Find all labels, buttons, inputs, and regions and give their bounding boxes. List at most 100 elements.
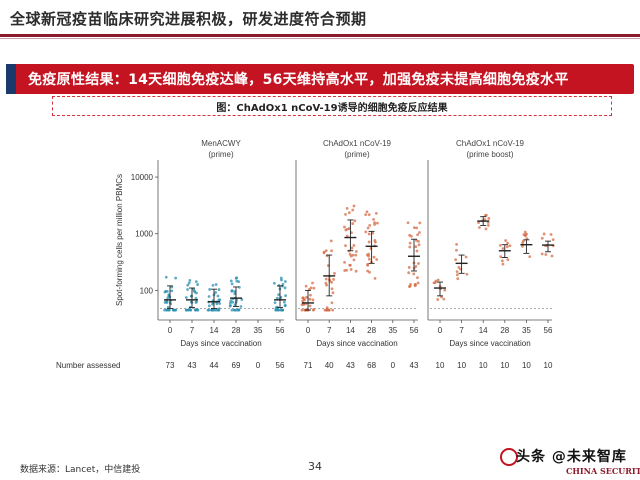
data-point	[374, 211, 378, 215]
x-tick-label: 28	[500, 326, 509, 335]
data-point	[366, 269, 370, 273]
data-point	[367, 240, 371, 244]
data-point	[324, 277, 328, 281]
figure-caption: 图：ChAdOx1 nCoV-19诱导的细胞免疫反应结果	[216, 103, 448, 114]
number-assessed-value: 10	[457, 361, 466, 370]
data-point	[308, 297, 312, 301]
data-point	[165, 289, 169, 293]
data-point	[528, 255, 532, 259]
data-point	[300, 308, 304, 312]
data-point	[272, 281, 276, 285]
data-point	[351, 208, 355, 212]
x-tick-label: 35	[388, 326, 397, 335]
data-point	[274, 308, 278, 312]
title-divider	[0, 34, 640, 37]
data-point	[368, 223, 372, 227]
data-point	[344, 244, 347, 248]
data-point	[434, 279, 438, 283]
data-point	[348, 263, 352, 267]
data-point	[279, 276, 283, 280]
data-point	[239, 305, 243, 308]
data-point	[331, 308, 335, 312]
data-point	[218, 298, 222, 302]
data-point	[283, 286, 287, 290]
data-point	[229, 279, 233, 283]
data-point	[459, 267, 462, 271]
number-assessed-value: 10	[479, 361, 488, 370]
x-tick-label: 14	[210, 326, 219, 335]
data-point	[542, 232, 546, 236]
data-point	[417, 243, 421, 247]
data-point	[373, 277, 377, 280]
data-point	[282, 300, 286, 304]
data-point	[228, 303, 232, 307]
data-point	[372, 217, 375, 221]
x-tick-label: 56	[276, 326, 285, 335]
data-point	[281, 308, 284, 312]
data-point	[365, 210, 369, 214]
number-assessed-value: 10	[436, 361, 445, 370]
data-point	[330, 280, 334, 284]
x-tick-label: 0	[168, 326, 173, 335]
data-point	[549, 233, 553, 236]
data-point	[506, 258, 510, 262]
data-point	[376, 221, 379, 225]
data-point	[230, 289, 234, 292]
data-point	[464, 255, 468, 259]
data-point	[304, 284, 308, 288]
data-point	[228, 301, 232, 305]
data-point	[325, 306, 329, 309]
data-point	[284, 294, 287, 298]
data-point	[186, 283, 190, 287]
data-point	[195, 300, 198, 304]
data-point	[343, 260, 346, 264]
data-point	[455, 270, 459, 274]
panel-subtitle: (prime)	[344, 150, 370, 159]
number-assessed-value: 71	[304, 361, 313, 370]
data-point	[329, 239, 333, 243]
data-point	[364, 230, 368, 234]
data-point	[415, 239, 418, 242]
data-point	[418, 231, 421, 234]
data-point	[353, 219, 357, 223]
data-point	[367, 232, 371, 236]
y-tick-label: 1000	[135, 230, 153, 239]
data-point	[416, 233, 420, 237]
data-point	[277, 293, 281, 297]
data-point	[330, 287, 334, 291]
data-point	[347, 211, 351, 215]
data-point	[354, 250, 358, 253]
data-point	[163, 300, 167, 304]
data-point	[309, 286, 313, 290]
x-tick-label: 7	[327, 326, 332, 335]
data-point	[234, 276, 238, 280]
data-point	[345, 206, 349, 210]
data-point	[416, 281, 420, 285]
x-tick-label: 28	[232, 326, 241, 335]
data-point	[311, 298, 315, 302]
data-point	[375, 258, 379, 261]
data-point	[211, 302, 214, 306]
data-point	[186, 288, 189, 291]
figure-caption-box: 图：ChAdOx1 nCoV-19诱导的细胞免疫反应结果	[52, 96, 612, 116]
key-finding-banner	[6, 64, 634, 94]
data-point	[487, 217, 491, 220]
data-point	[213, 308, 217, 312]
data-point	[484, 213, 487, 217]
data-point	[344, 228, 348, 232]
immune-response-chart: Spot-forming cells per million PBMCs 1001…	[56, 139, 555, 370]
data-point	[277, 308, 281, 312]
data-point	[415, 226, 419, 230]
data-point	[414, 283, 418, 286]
data-point	[324, 249, 328, 253]
panel-subtitle: (prime boost)	[466, 150, 513, 159]
data-point	[166, 305, 170, 309]
data-point	[506, 241, 510, 245]
data-point	[366, 262, 369, 266]
data-point	[372, 255, 376, 259]
title-divider-thin	[0, 38, 640, 39]
data-point	[501, 247, 505, 250]
data-point	[214, 283, 218, 286]
data-point	[184, 296, 188, 299]
x-tick-label: 0	[306, 326, 311, 335]
